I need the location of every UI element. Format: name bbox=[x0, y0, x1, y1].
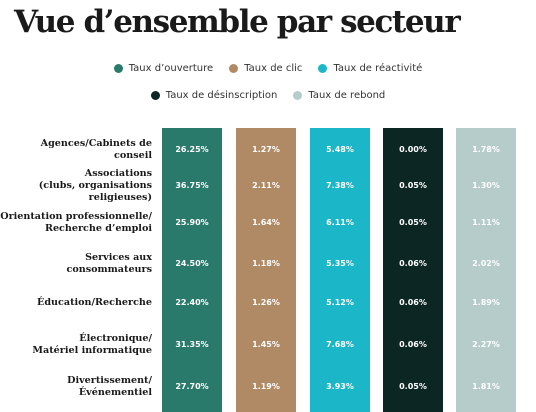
data-label: 1.78% bbox=[472, 145, 500, 154]
data-label: 0.06% bbox=[399, 298, 427, 307]
data-label: 0.05% bbox=[399, 382, 427, 391]
data-label: 27.70% bbox=[175, 382, 209, 391]
data-label: 1.26% bbox=[252, 298, 280, 307]
data-label: 5.48% bbox=[326, 145, 354, 154]
data-label: 1.27% bbox=[252, 145, 280, 154]
data-label: 2.02% bbox=[472, 259, 500, 268]
legend: Taux d’ouverture Taux de clic Taux de réac… bbox=[0, 63, 536, 74]
data-label: 22.40% bbox=[175, 298, 209, 307]
data-label: 0.06% bbox=[399, 259, 427, 268]
row-label: Agences/Cabinets de conseil bbox=[0, 138, 152, 161]
data-label: 1.89% bbox=[472, 298, 500, 307]
row-label: Orientation professionnelle/ Recherche d… bbox=[0, 211, 152, 235]
legend-item: Taux de réactivité bbox=[318, 63, 422, 74]
row-label: Électronique/ Matériel informatique bbox=[0, 333, 152, 357]
data-label: 0.05% bbox=[399, 218, 427, 227]
row-label: Associations (clubs, organisations relig… bbox=[0, 168, 152, 204]
data-label: 1.30% bbox=[472, 181, 500, 190]
column-bar bbox=[456, 128, 516, 412]
legend-label: Taux de rebond bbox=[308, 90, 386, 101]
data-label: 0.06% bbox=[399, 340, 427, 349]
column-bar bbox=[310, 128, 370, 412]
data-label: 2.27% bbox=[472, 340, 500, 349]
legend-item: Taux de rebond bbox=[293, 90, 385, 101]
row-label-text: Divertissement/ Événementiel bbox=[67, 375, 152, 398]
legend-swatch bbox=[318, 64, 328, 73]
data-label: 5.12% bbox=[326, 298, 354, 307]
row-label: Services aux consommateurs bbox=[0, 252, 152, 276]
legend-label: Taux de réactivité bbox=[333, 63, 423, 74]
data-label: 25.90% bbox=[175, 218, 209, 227]
legend-swatch bbox=[293, 91, 303, 100]
data-label: 2.11% bbox=[252, 181, 280, 190]
legend-swatch bbox=[113, 64, 123, 73]
column-bar bbox=[162, 128, 222, 412]
legend-label: Taux de clic bbox=[244, 63, 303, 74]
data-label: 7.38% bbox=[326, 181, 354, 190]
data-label: 1.64% bbox=[252, 218, 280, 227]
data-label: 26.25% bbox=[175, 145, 209, 154]
data-label: 6.11% bbox=[326, 218, 354, 227]
row-label-text: Agences/Cabinets de conseil bbox=[40, 138, 152, 161]
row-label-text: Électronique/ Matériel informatique bbox=[32, 333, 152, 356]
row-label: Divertissement/ Événementiel bbox=[0, 375, 152, 399]
data-label: 7.68% bbox=[326, 340, 354, 349]
data-label: 1.45% bbox=[252, 340, 280, 349]
data-label: 0.05% bbox=[399, 181, 427, 190]
data-label: 1.18% bbox=[252, 259, 280, 268]
legend: Taux de désinscription Taux de rebond bbox=[0, 90, 536, 101]
data-label: 5.35% bbox=[326, 259, 354, 268]
row-label-text: Services aux consommateurs bbox=[66, 252, 152, 275]
row-label: Éducation/Recherche bbox=[0, 297, 152, 309]
data-label: 24.50% bbox=[175, 259, 209, 268]
row-label-text: Éducation/Recherche bbox=[37, 297, 152, 308]
legend-swatch bbox=[150, 91, 160, 100]
legend-label: Taux d’ouverture bbox=[128, 63, 214, 74]
data-label: 1.19% bbox=[252, 382, 280, 391]
data-label: 3.93% bbox=[326, 382, 354, 391]
data-label: 36.75% bbox=[175, 181, 209, 190]
column-bar bbox=[236, 128, 296, 412]
row-label-text: Associations (clubs, organisations relig… bbox=[38, 168, 152, 203]
legend-item: Taux de clic bbox=[229, 63, 302, 74]
legend-item: Taux d’ouverture bbox=[113, 63, 214, 74]
legend-item: Taux de désinscription bbox=[150, 90, 278, 101]
page-title: Vue d’ensemble par secteur bbox=[14, 4, 461, 40]
legend-swatch bbox=[229, 64, 239, 73]
data-label: 0.00% bbox=[399, 145, 427, 154]
data-label: 31.35% bbox=[175, 340, 209, 349]
data-label: 1.11% bbox=[472, 218, 500, 227]
row-label-text: Orientation professionnelle/ Recherche d… bbox=[0, 211, 152, 234]
data-label: 1.81% bbox=[472, 382, 500, 391]
legend-label: Taux de désinscription bbox=[165, 90, 278, 101]
column-bar bbox=[383, 128, 443, 412]
